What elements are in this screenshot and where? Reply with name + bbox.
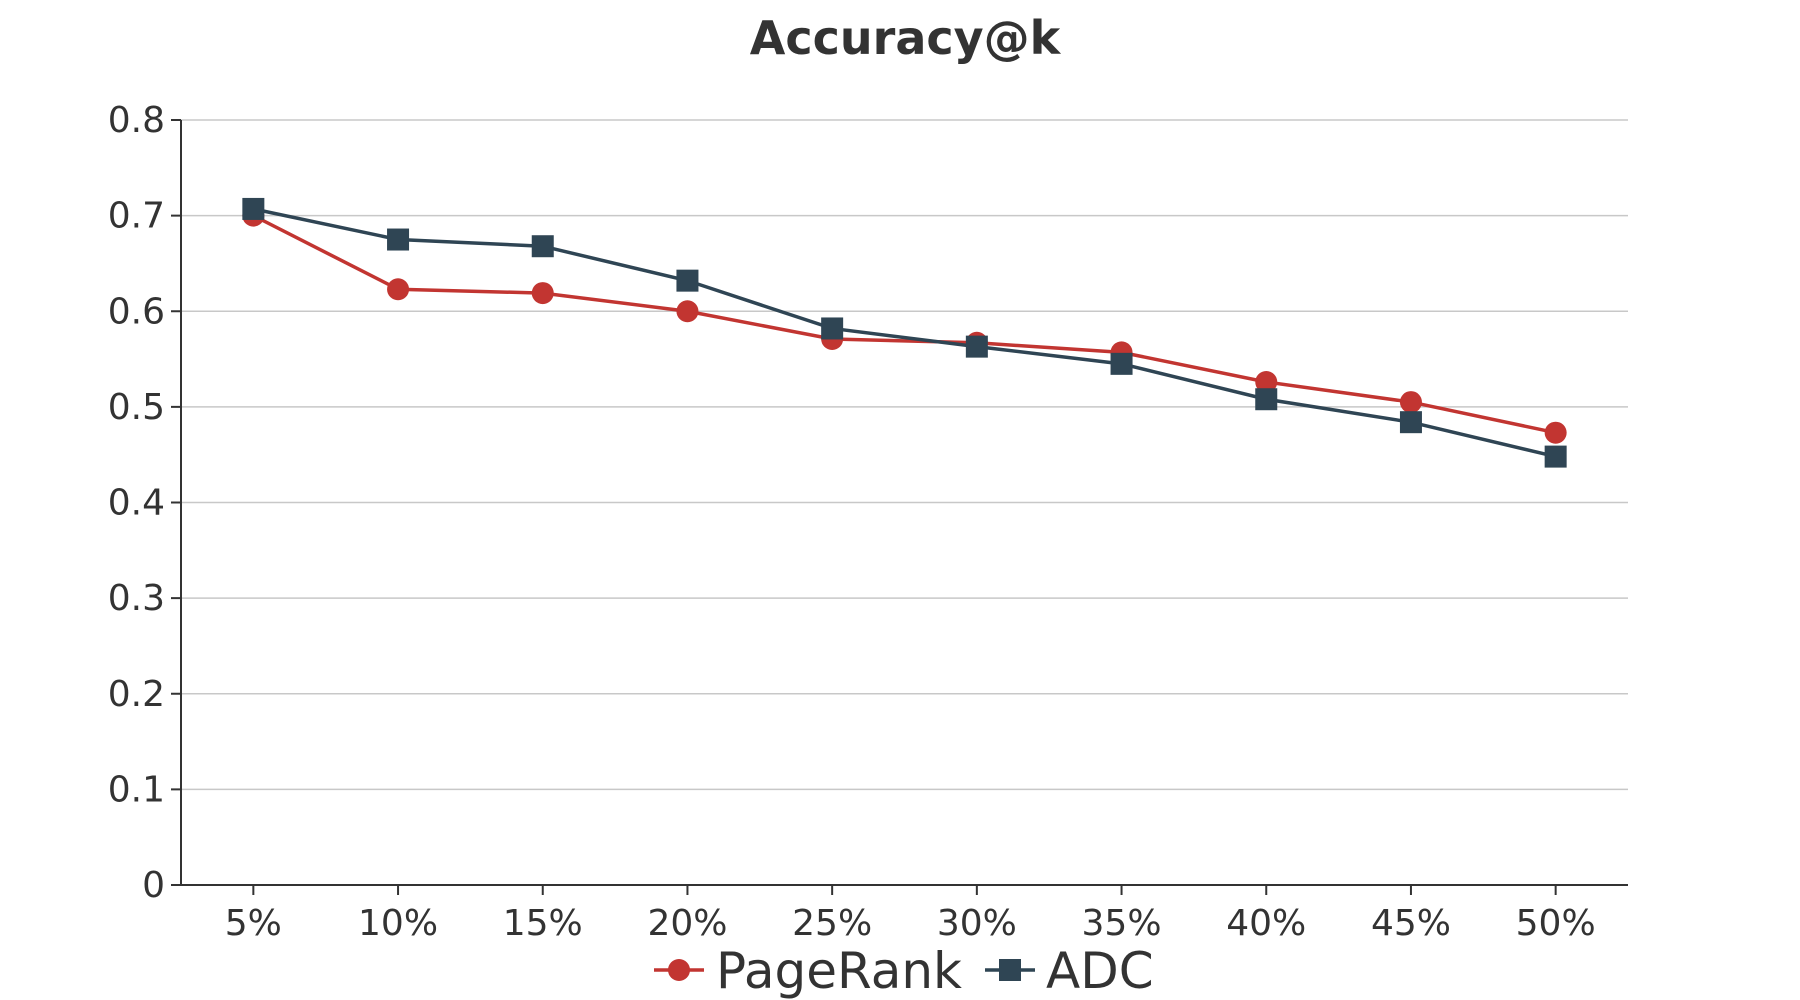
legend-label-pagerank: PageRank bbox=[716, 942, 962, 1000]
y-tick-label: 0.4 bbox=[108, 483, 165, 524]
x-tick-label: 30% bbox=[937, 903, 1017, 944]
legend-marker-pagerank bbox=[668, 959, 690, 981]
y-tick-label: 0.7 bbox=[108, 196, 165, 237]
data-point-adc[interactable] bbox=[531, 235, 554, 258]
grid-layer bbox=[181, 119, 1628, 791]
series-layer bbox=[242, 197, 1567, 468]
data-point-pagerank[interactable] bbox=[1544, 421, 1567, 444]
data-point-pagerank[interactable] bbox=[1399, 391, 1422, 414]
y-tick-label: 0.8 bbox=[108, 100, 165, 141]
data-point-pagerank[interactable] bbox=[531, 282, 554, 305]
legend-marker-adc bbox=[999, 959, 1021, 981]
data-point-pagerank[interactable] bbox=[1255, 371, 1278, 394]
data-point-adc[interactable] bbox=[1255, 388, 1278, 411]
y-tick-label: 0.5 bbox=[108, 387, 165, 428]
legend-item-adc[interactable]: ADC bbox=[985, 942, 1154, 1000]
data-point-adc[interactable] bbox=[676, 269, 699, 292]
y-tick-label: 0 bbox=[142, 865, 165, 906]
x-tick-label: 35% bbox=[1082, 903, 1162, 944]
data-point-adc[interactable] bbox=[965, 335, 988, 358]
data-point-adc[interactable] bbox=[387, 228, 410, 251]
legend-label-adc: ADC bbox=[1046, 942, 1154, 1000]
x-tick-label: 25% bbox=[792, 903, 872, 944]
data-point-adc[interactable] bbox=[821, 317, 844, 340]
x-tick-label: 40% bbox=[1226, 903, 1306, 944]
axis-layer: 0 0.1 0.2 0.3 0.4 0.5 0.6 0.7 0.8 5% 10% 15% 20% 25% 3… bbox=[108, 100, 1628, 944]
series-line-pagerank bbox=[252, 214, 1557, 435]
data-point-adc[interactable] bbox=[1110, 352, 1133, 375]
series-line-adc bbox=[252, 207, 1557, 459]
chart-title: Accuracy@k bbox=[750, 11, 1062, 65]
y-tick-label: 0.6 bbox=[108, 291, 165, 332]
x-tick-label: 15% bbox=[503, 903, 583, 944]
y-tick-label: 0.1 bbox=[108, 769, 165, 810]
x-tick-label: 5% bbox=[225, 903, 282, 944]
legend-item-pagerank[interactable]: PageRank bbox=[654, 942, 962, 1000]
data-point-pagerank[interactable] bbox=[676, 300, 699, 323]
legend[interactable]: PageRank ADC bbox=[654, 942, 1154, 1000]
data-point-adc[interactable] bbox=[1399, 411, 1422, 434]
x-tick-label: 20% bbox=[647, 903, 727, 944]
x-tick-label: 45% bbox=[1371, 903, 1451, 944]
y-tick-label: 0.3 bbox=[108, 578, 165, 619]
data-point-pagerank[interactable] bbox=[387, 278, 410, 301]
x-tick-label: 50% bbox=[1516, 903, 1596, 944]
series-adc bbox=[242, 197, 1567, 468]
data-point-adc[interactable] bbox=[1544, 445, 1567, 468]
x-tick-label: 10% bbox=[358, 903, 438, 944]
y-tick-label: 0.2 bbox=[108, 674, 165, 715]
data-point-adc[interactable] bbox=[242, 197, 265, 220]
